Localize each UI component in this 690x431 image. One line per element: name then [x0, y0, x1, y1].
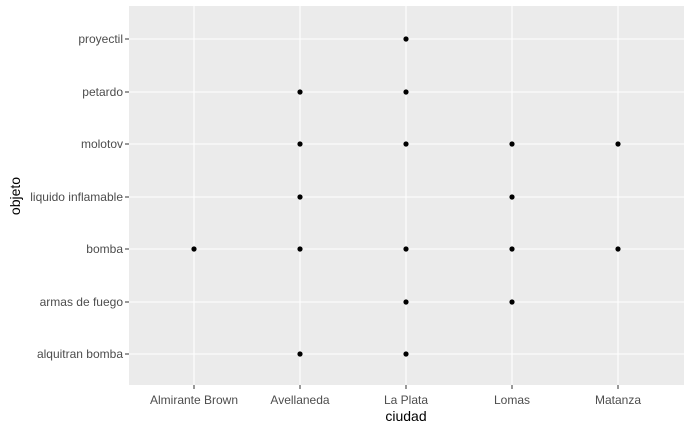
- data-point: [615, 246, 621, 252]
- data-point: [297, 351, 303, 357]
- data-points: [191, 36, 621, 357]
- data-point: [297, 246, 303, 252]
- x-axis-title: ciudad: [385, 408, 426, 424]
- y-tick-label: alquitran bomba: [37, 347, 123, 361]
- y-axis-title: objeto: [7, 177, 23, 215]
- data-point: [509, 299, 515, 305]
- tick-labels: Almirante Brown Avellaneda La Plata Lomas Ma…: [30, 32, 641, 407]
- y-tick-label: bomba: [86, 242, 123, 256]
- y-tick-label: molotov: [81, 137, 123, 151]
- x-tick-label: Lomas: [494, 393, 530, 407]
- y-tick-label: liquido inflamable: [30, 190, 123, 204]
- x-tick-label: La Plata: [384, 393, 428, 407]
- axis-ticks: [125, 38, 619, 389]
- data-point: [509, 141, 515, 147]
- data-point: [403, 246, 409, 252]
- y-tick-label: petardo: [82, 85, 123, 99]
- data-point: [509, 246, 515, 252]
- x-tick-label: Almirante Brown: [150, 393, 238, 407]
- data-point: [403, 89, 409, 95]
- x-tick-label: Matanza: [595, 393, 641, 407]
- data-point: [403, 36, 409, 42]
- data-point: [403, 299, 409, 305]
- data-point: [403, 351, 409, 357]
- y-tick-label: proyectil: [78, 32, 123, 46]
- data-point: [297, 141, 303, 147]
- y-tick-label: armas de fuego: [40, 295, 124, 309]
- data-point: [297, 89, 303, 95]
- data-point: [297, 194, 303, 200]
- data-point: [403, 141, 409, 147]
- x-tick-label: Avellaneda: [270, 393, 329, 407]
- data-point: [509, 194, 515, 200]
- data-point: [615, 141, 621, 147]
- data-point: [191, 246, 197, 252]
